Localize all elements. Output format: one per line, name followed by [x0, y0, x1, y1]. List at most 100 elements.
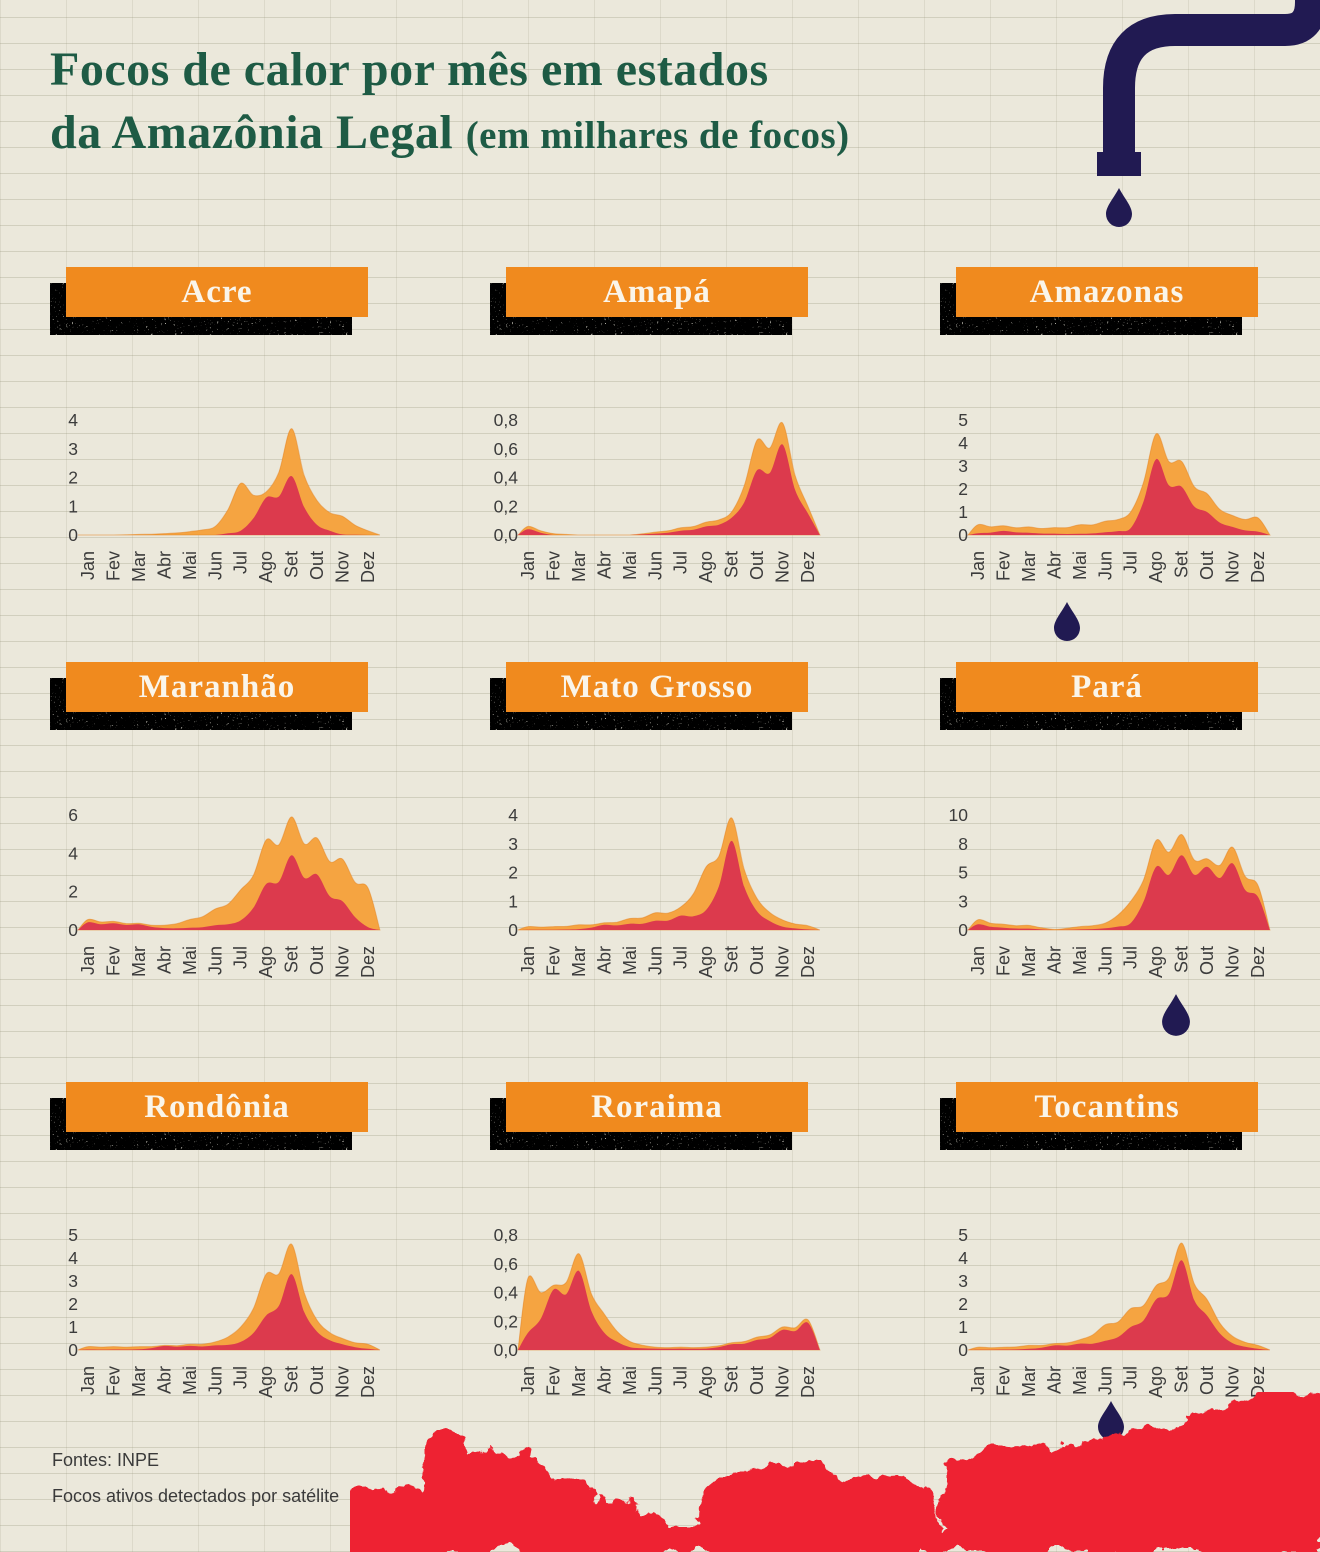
x-tick-label: Ago	[1146, 551, 1166, 583]
x-tick-label: Jan	[78, 551, 98, 580]
chart-plot: 0 1 2 3 4 5 Jan Fev Mar Abr Mai Jun Jul Ago Set Out Nov D…	[958, 410, 1271, 583]
area-series-inner	[78, 855, 380, 930]
x-tick-label: Abr	[594, 946, 614, 974]
chart-plot: 0 2 4 6 Jan Fev Mar Abr Mai Jun Jul Ago Set Out Nov Dez	[68, 805, 381, 978]
chart-plot: 0 1 2 3 4 Jan Fev Mar Abr Mai Jun Jul Ago Set Out Nov De…	[508, 805, 821, 978]
x-tick-label: Mai	[180, 551, 200, 580]
x-tick-label: Jul	[1121, 1366, 1141, 1389]
x-tick-label: Jul	[231, 1366, 251, 1389]
x-tick-label: Fev	[543, 1366, 563, 1396]
x-tick-label: Dez	[798, 551, 818, 583]
y-tick-label: 1	[958, 1317, 968, 1337]
x-tick-label: Fev	[993, 551, 1013, 581]
y-tick-label: 5	[958, 410, 968, 430]
x-tick-label: Mar	[569, 946, 589, 977]
y-tick-label: 2	[68, 882, 78, 902]
x-tick-label: Mai	[1070, 551, 1090, 580]
y-tick-label: 0	[508, 920, 518, 940]
x-tick-label: Mai	[620, 946, 640, 975]
y-tick-label: 0,0	[494, 525, 519, 545]
dripping-faucet-icon	[1097, 0, 1320, 227]
x-tick-label: Dez	[1248, 946, 1268, 978]
x-tick-label: Jul	[231, 551, 251, 574]
x-tick-label: Out	[747, 551, 767, 580]
y-tick-label: 4	[68, 410, 78, 430]
x-tick-label: Fev	[103, 946, 123, 976]
y-tick-label: 0,4	[494, 1283, 519, 1303]
x-tick-label: Jan	[968, 551, 988, 580]
x-tick-label: Mar	[1019, 946, 1039, 977]
x-tick-label: Ago	[696, 551, 716, 583]
x-tick-label: Dez	[798, 1366, 818, 1398]
x-tick-label: Out	[1197, 1366, 1217, 1395]
x-tick-label: Jun	[645, 1366, 665, 1395]
chart-title: Amazonas	[1029, 273, 1185, 310]
x-tick-label: Out	[1197, 551, 1217, 580]
page-title-units: (em milhares de focos)	[465, 114, 850, 158]
x-tick-label: Jun	[1095, 551, 1115, 580]
x-tick-label: Ago	[256, 946, 276, 978]
chart-title: Acre	[181, 273, 253, 310]
x-tick-label: Fev	[543, 551, 563, 581]
y-tick-label: 0	[958, 525, 968, 545]
area-series-outer	[77, 1243, 381, 1351]
x-tick-label: Nov	[333, 1366, 353, 1398]
y-tick-label: 0,8	[494, 410, 518, 430]
burned-forest-illustration	[350, 1392, 1320, 1552]
x-tick-label: Abr	[594, 1366, 614, 1394]
x-tick-label: Dez	[1248, 1366, 1268, 1398]
x-tick-label: Set	[722, 551, 742, 578]
x-tick-label: Jul	[1121, 551, 1141, 574]
x-tick-label: Set	[1172, 946, 1192, 973]
y-tick-label: 2	[508, 863, 518, 883]
x-tick-label: Mai	[620, 551, 640, 580]
chart-acre: Acre 0 1 2 3 4 Jan Fev Mar Abr Mai Jun Jul Ago Set Out N…	[40, 265, 425, 615]
chart-title-band: Roraima	[506, 1082, 808, 1132]
water-drop-icon	[1162, 994, 1190, 1036]
x-tick-label: Set	[1172, 1366, 1192, 1393]
x-tick-label: Mai	[1070, 1366, 1090, 1395]
x-tick-label: Ago	[696, 946, 716, 978]
x-tick-label: Abr	[154, 1366, 174, 1394]
x-tick-label: Mar	[1019, 551, 1039, 582]
x-tick-label: Jan	[518, 1366, 538, 1395]
x-tick-label: Jun	[645, 551, 665, 580]
chart-title: Pará	[1071, 668, 1143, 705]
y-tick-label: 2	[958, 1294, 968, 1314]
x-tick-label: Nov	[773, 1366, 793, 1398]
area-series-outer	[517, 817, 821, 931]
chart-title-band: Amapá	[506, 267, 808, 317]
x-tick-label: Jan	[78, 946, 98, 975]
chart-amazonas: Amazonas 0 1 2 3 4 5 Jan Fev Mar Abr Mai Jun Jul Ago Se…	[930, 265, 1315, 615]
x-tick-label: Set	[282, 551, 302, 578]
x-tick-label: Fev	[103, 551, 123, 581]
y-tick-label: 0,2	[494, 1311, 518, 1331]
y-tick-label: 0,4	[494, 468, 519, 488]
y-tick-label: 1	[508, 891, 518, 911]
chart-rondônia: Rondônia 0 1 2 3 4 5 Jan Fev Mar Abr Mai Jun Jul Ago Se…	[40, 1080, 425, 1430]
area-series-inner	[518, 1270, 820, 1350]
chart-title: Rondônia	[144, 1088, 290, 1125]
x-tick-label: Mai	[180, 946, 200, 975]
x-tick-label: Abr	[594, 551, 614, 579]
y-tick-label: 4	[958, 1248, 968, 1268]
y-tick-label: 2	[68, 468, 78, 488]
area-series-inner	[968, 855, 1270, 930]
y-tick-label: 10	[949, 805, 969, 825]
x-tick-label: Mar	[569, 551, 589, 582]
x-tick-label: Abr	[154, 946, 174, 974]
x-tick-label: Nov	[333, 946, 353, 978]
x-tick-label: Ago	[256, 1366, 276, 1398]
chart-title: Tocantins	[1034, 1088, 1180, 1125]
x-tick-label: Jun	[645, 946, 665, 975]
y-tick-label: 8	[958, 834, 968, 854]
x-tick-label: Jul	[671, 1366, 691, 1389]
x-tick-label: Jun	[1095, 946, 1115, 975]
x-tick-label: Fev	[993, 946, 1013, 976]
x-tick-label: Mar	[569, 1366, 589, 1397]
x-tick-label: Abr	[1044, 1366, 1064, 1394]
chart-title-band: Mato Grosso	[506, 662, 808, 712]
y-tick-label: 0	[68, 1340, 78, 1360]
x-tick-label: Mai	[620, 1366, 640, 1395]
area-series-inner	[518, 840, 820, 930]
